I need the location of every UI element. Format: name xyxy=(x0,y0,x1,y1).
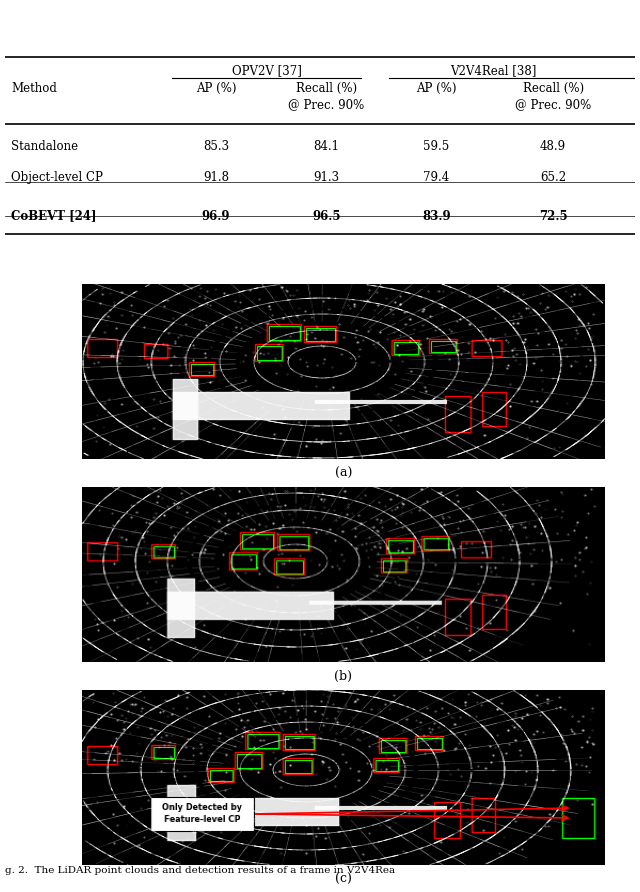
Text: V2V4Real [38]: V2V4Real [38] xyxy=(450,64,536,77)
Text: Recall (%)
@ Prec. 90%: Recall (%) @ Prec. 90% xyxy=(288,82,364,112)
Text: 84.1: 84.1 xyxy=(314,139,339,153)
Text: Method: Method xyxy=(12,82,57,95)
Text: Recall (%)
@ Prec. 90%: Recall (%) @ Prec. 90% xyxy=(515,82,591,112)
Text: g. 2.  The LiDAR point clouds and detection results of a frame in V2V4Rea: g. 2. The LiDAR point clouds and detecti… xyxy=(5,866,395,875)
Text: 91.3: 91.3 xyxy=(313,171,339,185)
Text: Object-level CP: Object-level CP xyxy=(12,171,103,185)
Text: AP (%): AP (%) xyxy=(196,82,236,95)
Text: 91.8: 91.8 xyxy=(203,171,229,185)
Text: 59.5: 59.5 xyxy=(424,139,450,153)
Text: 83.9: 83.9 xyxy=(422,210,451,223)
Text: 79.4: 79.4 xyxy=(424,171,450,185)
Text: AP (%): AP (%) xyxy=(416,82,457,95)
Text: (a): (a) xyxy=(335,467,352,480)
Text: 96.9: 96.9 xyxy=(202,210,230,223)
Text: OPV2V [37]: OPV2V [37] xyxy=(232,64,301,77)
Text: 48.9: 48.9 xyxy=(540,139,566,153)
Text: 65.2: 65.2 xyxy=(540,171,566,185)
Text: (c): (c) xyxy=(335,873,352,886)
Text: 96.5: 96.5 xyxy=(312,210,340,223)
Text: (b): (b) xyxy=(335,670,353,683)
Text: Standalone: Standalone xyxy=(12,139,79,153)
Text: 72.5: 72.5 xyxy=(539,210,568,223)
Text: 85.3: 85.3 xyxy=(203,139,229,153)
Text: CoBEVT [24]: CoBEVT [24] xyxy=(12,210,97,223)
